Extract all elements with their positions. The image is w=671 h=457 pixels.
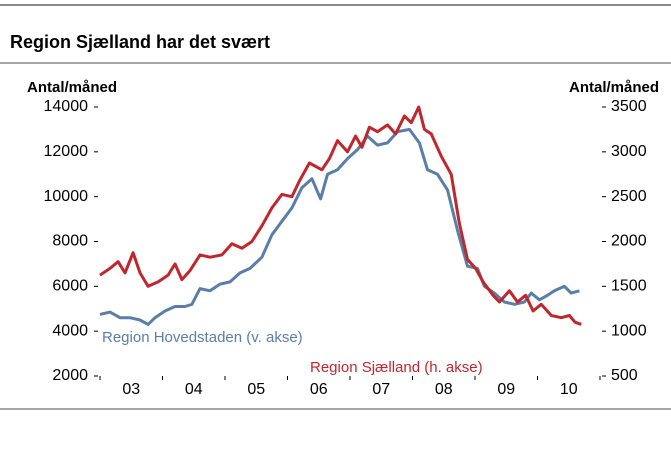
- y-axis-label: Antal/måned: [27, 79, 117, 96]
- series-line: [99, 127, 580, 326]
- y2-tick-label: 3500: [611, 98, 647, 115]
- y2-tick-label: 2500: [611, 188, 647, 205]
- x-tick-label: 08: [435, 381, 453, 398]
- x-tick-label: 04: [185, 381, 203, 398]
- x-tick-label: 09: [497, 381, 515, 398]
- x-tick-label: 10: [560, 381, 578, 398]
- y-tick-label: 10000: [44, 188, 89, 205]
- y-tick-label: 2000: [52, 367, 88, 384]
- x-tick-label: 07: [372, 381, 390, 398]
- x-tick-label: 06: [310, 381, 328, 398]
- x-tick-label: 05: [247, 381, 265, 398]
- y2-tick-label: 1000: [611, 322, 647, 339]
- series-line: [99, 105, 582, 326]
- y-tick-label: 8000: [52, 233, 88, 250]
- y2-tick-label: 500: [611, 367, 638, 384]
- chart-title: Region Sjælland har det svært: [10, 32, 270, 52]
- legend-label: Region Hovedstaden (v. akse): [102, 329, 303, 346]
- y2-tick-label: 1500: [611, 278, 647, 295]
- x-tick-label: 03: [122, 381, 140, 398]
- y2-axis-label: Antal/måned: [569, 79, 659, 96]
- legend-label: Region Sjælland (h. akse): [310, 359, 483, 376]
- y-tick-label: 4000: [52, 322, 88, 339]
- y-tick-label: 6000: [52, 278, 88, 295]
- y2-tick-label: 2000: [611, 233, 647, 250]
- y2-tick-label: 3000: [611, 143, 647, 160]
- y-tick-label: 12000: [44, 143, 89, 160]
- y-tick-label: 14000: [44, 98, 89, 115]
